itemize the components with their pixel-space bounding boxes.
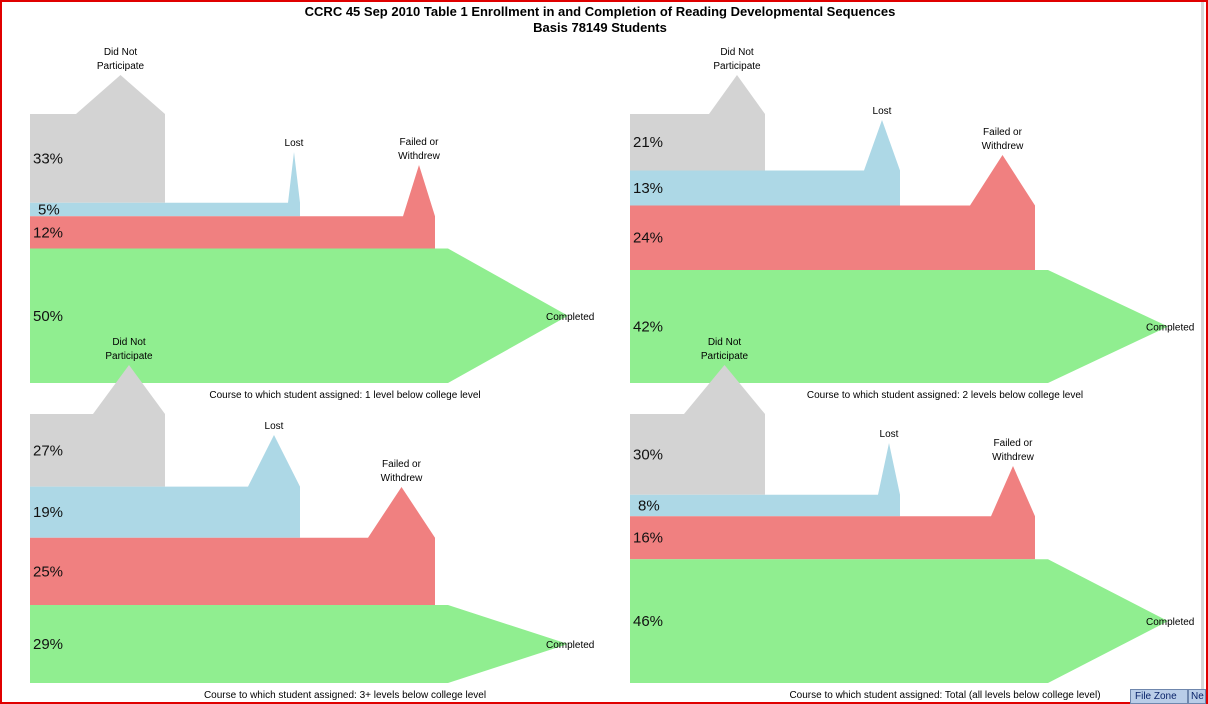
band-lost (30, 435, 300, 538)
label-did-not-participate-line1: Did Not (708, 337, 742, 348)
band-lost (630, 120, 900, 206)
flow-panel-1: Did Not Participate Lost Failed or Withdrew C… (30, 47, 594, 401)
band-lost (630, 443, 900, 517)
label-completed: Completed (546, 640, 594, 651)
band-completed (30, 248, 568, 383)
value-label-did-not-participate: 30% (633, 446, 663, 463)
label-failed-or-withdrew-line1: Failed or (983, 127, 1023, 138)
label-failed-or-withdrew-line1: Failed or (382, 459, 422, 470)
value-label-failed-or-withdrew: 25% (33, 563, 63, 580)
band-failed-or-withdrew (30, 165, 435, 249)
label-failed-or-withdrew-line2: Withdrew (982, 141, 1024, 152)
label-did-not-participate-line1: Did Not (112, 337, 146, 348)
value-label-did-not-participate: 21% (633, 134, 663, 151)
value-label-lost: 19% (33, 504, 63, 521)
band-completed (30, 604, 568, 683)
band-failed-or-withdrew (630, 466, 1035, 560)
label-completed: Completed (546, 312, 594, 323)
flow-panel-3: Did Not Participate Lost Failed or Withdrew C… (30, 337, 594, 701)
label-did-not-participate-line2: Participate (105, 351, 153, 362)
value-label-lost: 8% (638, 497, 660, 514)
value-label-completed: 42% (633, 319, 663, 336)
panel-caption: Course to which student assigned: 1 leve… (209, 390, 480, 401)
taskbar-button-ne[interactable]: Ne (1188, 689, 1206, 704)
scrollbar-edge[interactable] (1201, 2, 1204, 698)
value-label-failed-or-withdrew: 24% (633, 230, 663, 247)
chart-subtitle: Basis 78149 Students (533, 20, 667, 35)
label-lost: Lost (880, 429, 899, 440)
value-label-lost: 13% (633, 180, 663, 197)
label-completed: Completed (1146, 323, 1194, 334)
value-label-did-not-participate: 27% (33, 442, 63, 459)
panel-caption: Course to which student assigned: Total … (789, 690, 1100, 701)
flow-panel-4: Did Not Participate Lost Failed or Withdrew C… (630, 337, 1194, 701)
value-label-completed: 46% (633, 613, 663, 630)
taskbar: File Zone Ne (1130, 689, 1206, 704)
band-did-not-participate (630, 75, 765, 171)
band-lost (30, 152, 300, 217)
label-did-not-participate-line2: Participate (97, 61, 145, 72)
label-did-not-participate-line1: Did Not (720, 47, 754, 58)
label-failed-or-withdrew-line1: Failed or (400, 137, 440, 148)
value-label-did-not-participate: 33% (33, 150, 63, 167)
panel-caption: Course to which student assigned: 3+ lev… (204, 690, 486, 701)
value-label-lost: 5% (38, 201, 60, 218)
taskbar-button-file-zone[interactable]: File Zone (1130, 689, 1188, 704)
label-lost: Lost (873, 106, 892, 117)
label-failed-or-withdrew-line1: Failed or (994, 438, 1034, 449)
label-completed: Completed (1146, 617, 1194, 628)
label-failed-or-withdrew-line2: Withdrew (398, 151, 440, 162)
label-failed-or-withdrew-line2: Withdrew (992, 452, 1034, 463)
band-did-not-participate (30, 365, 165, 487)
label-did-not-participate-line1: Did Not (104, 47, 138, 58)
band-completed (630, 559, 1168, 683)
flow-panel-2: Did Not Participate Lost Failed or Withdrew C… (630, 47, 1194, 401)
value-label-completed: 50% (33, 308, 63, 325)
label-did-not-participate-line2: Participate (701, 351, 749, 362)
value-label-failed-or-withdrew: 12% (33, 224, 63, 241)
band-did-not-participate (630, 365, 765, 495)
label-lost: Lost (285, 138, 304, 149)
value-label-completed: 29% (33, 636, 63, 653)
panel-caption: Course to which student assigned: 2 leve… (807, 390, 1083, 401)
band-failed-or-withdrew (30, 487, 435, 605)
band-completed (630, 270, 1168, 383)
band-did-not-participate (30, 75, 165, 203)
chart-title: CCRC 45 Sep 2010 Table 1 Enrollment in a… (305, 4, 896, 19)
panels-group: Did Not Participate Lost Failed or Withdrew C… (30, 47, 1194, 701)
band-failed-or-withdrew (630, 155, 1035, 271)
label-lost: Lost (265, 421, 284, 432)
label-failed-or-withdrew-line2: Withdrew (381, 473, 423, 484)
label-did-not-participate-line2: Participate (713, 61, 761, 72)
value-label-failed-or-withdrew: 16% (633, 530, 663, 547)
